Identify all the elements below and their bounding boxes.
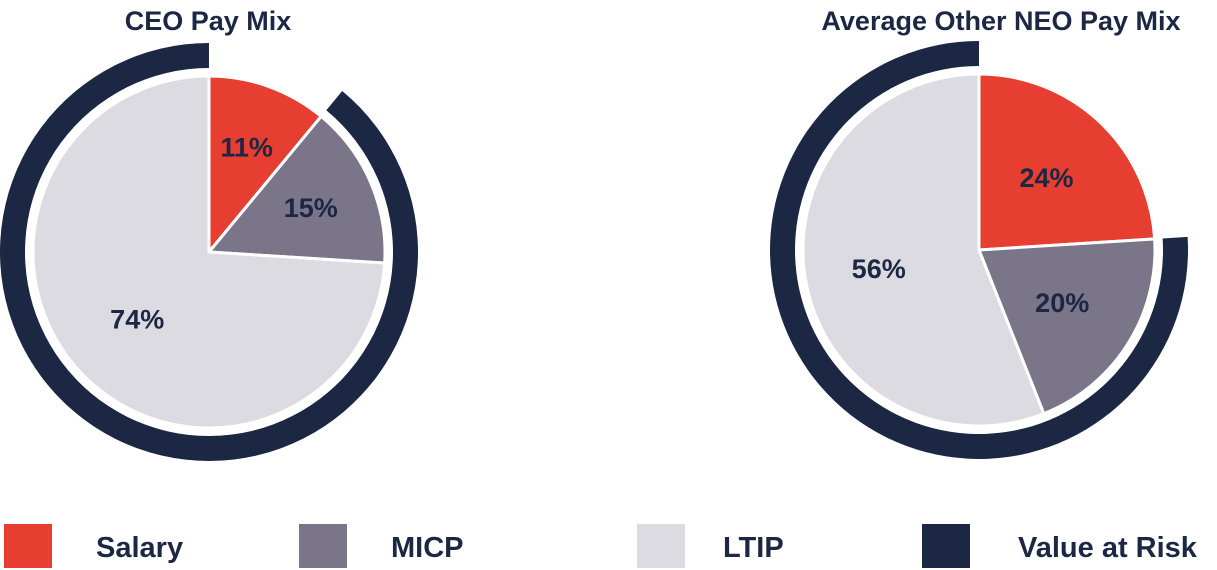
data-label-ltip: 56% [852,254,906,284]
legend-item-value-at-risk: Value at Risk [922,524,1198,568]
legend-label-ltip: LTIP [723,532,784,564]
data-label-salary: 24% [1019,163,1073,193]
data-label-micp: 20% [1035,288,1089,318]
neo-pay-mix-chart: Average Other NEO Pay Mix 24% 20% 56% [770,6,1189,459]
pie-slice-ltip [31,74,387,430]
legend-swatch-value-at-risk [922,524,970,568]
ceo-pay-mix-title: CEO Pay Mix [125,6,292,36]
legend-swatch-ltip [637,524,685,568]
data-label-micp: 15% [284,193,338,223]
legend-swatch-salary [4,524,52,568]
legend-label-value-at-risk: Value at Risk [1018,532,1198,564]
pie-slice-salary [207,74,323,254]
pie-slice-ltip [801,72,1046,428]
ceo-pay-mix-chart: CEO Pay Mix 11% 15% 74% [0,6,418,461]
data-label-salary: 11% [220,133,273,163]
legend-label-salary: Salary [96,532,183,564]
legend-swatch-micp [299,524,347,568]
legend-item-salary: Salary [4,524,183,568]
pie-slice-salary [977,72,1157,252]
legend-item-micp: MICP [299,524,464,568]
legend: Salary MICP LTIP Value at Risk [4,524,1198,568]
data-label-ltip: 74% [110,305,164,335]
neo-pay-mix-title: Average Other NEO Pay Mix [821,6,1180,36]
legend-label-micp: MICP [391,532,464,564]
pie-slice-micp [207,114,387,265]
legend-item-ltip: LTIP [637,524,784,568]
pie-slice-micp [977,237,1157,416]
